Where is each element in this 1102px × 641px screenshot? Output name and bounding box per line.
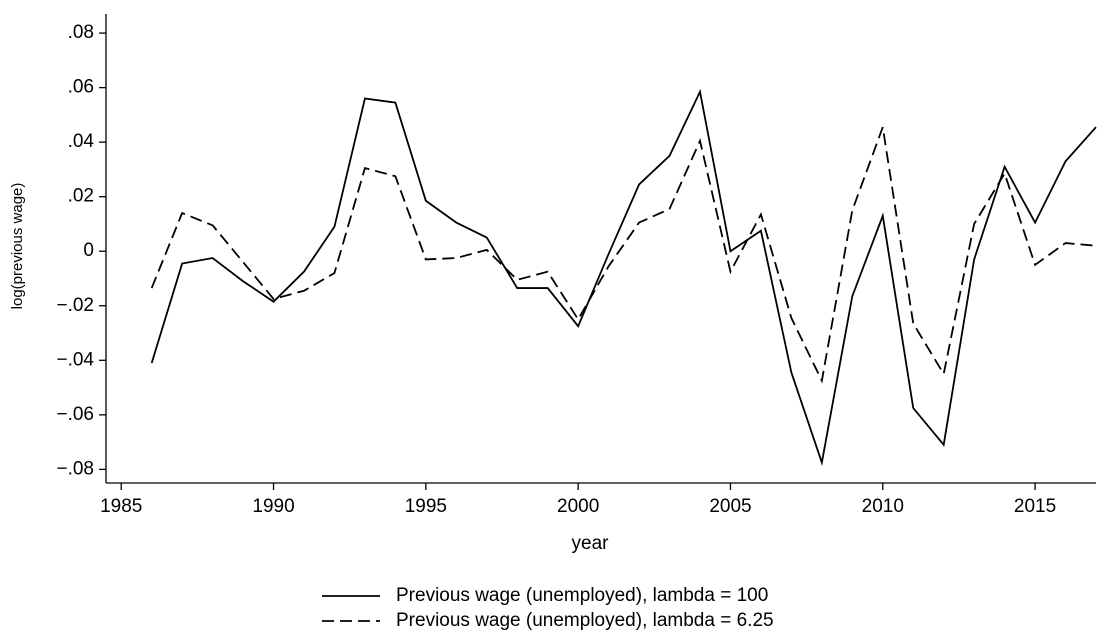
y-tick-label: −.02 <box>56 295 94 316</box>
y-tick-label: .02 <box>68 186 94 207</box>
y-tick-label: −.04 <box>56 349 94 370</box>
legend-label: Previous wage (unemployed), lambda = 6.2… <box>396 610 774 631</box>
x-axis-label: year <box>572 533 610 554</box>
x-tick-label: 2010 <box>862 496 904 517</box>
y-tick-label: −.08 <box>56 458 94 479</box>
x-tick-label: 2000 <box>557 496 599 517</box>
series-line <box>150 88 1097 467</box>
y-tick-label: .08 <box>68 22 94 43</box>
series-line <box>150 126 1097 384</box>
y-axis-label: log(previous wage) <box>9 183 26 310</box>
y-tick-label: .06 <box>68 77 94 98</box>
legend-label: Previous wage (unemployed), lambda = 100 <box>396 585 768 606</box>
x-tick-label: 2015 <box>1014 496 1056 517</box>
x-tick-label: 2005 <box>709 496 751 517</box>
x-tick-label: 1995 <box>405 496 447 517</box>
x-tick-label: 1985 <box>100 496 142 517</box>
y-tick-label: 0 <box>83 240 94 261</box>
y-tick-label: −.06 <box>56 404 94 425</box>
y-tick-label: .04 <box>68 131 95 152</box>
x-tick-label: 1990 <box>252 496 294 517</box>
